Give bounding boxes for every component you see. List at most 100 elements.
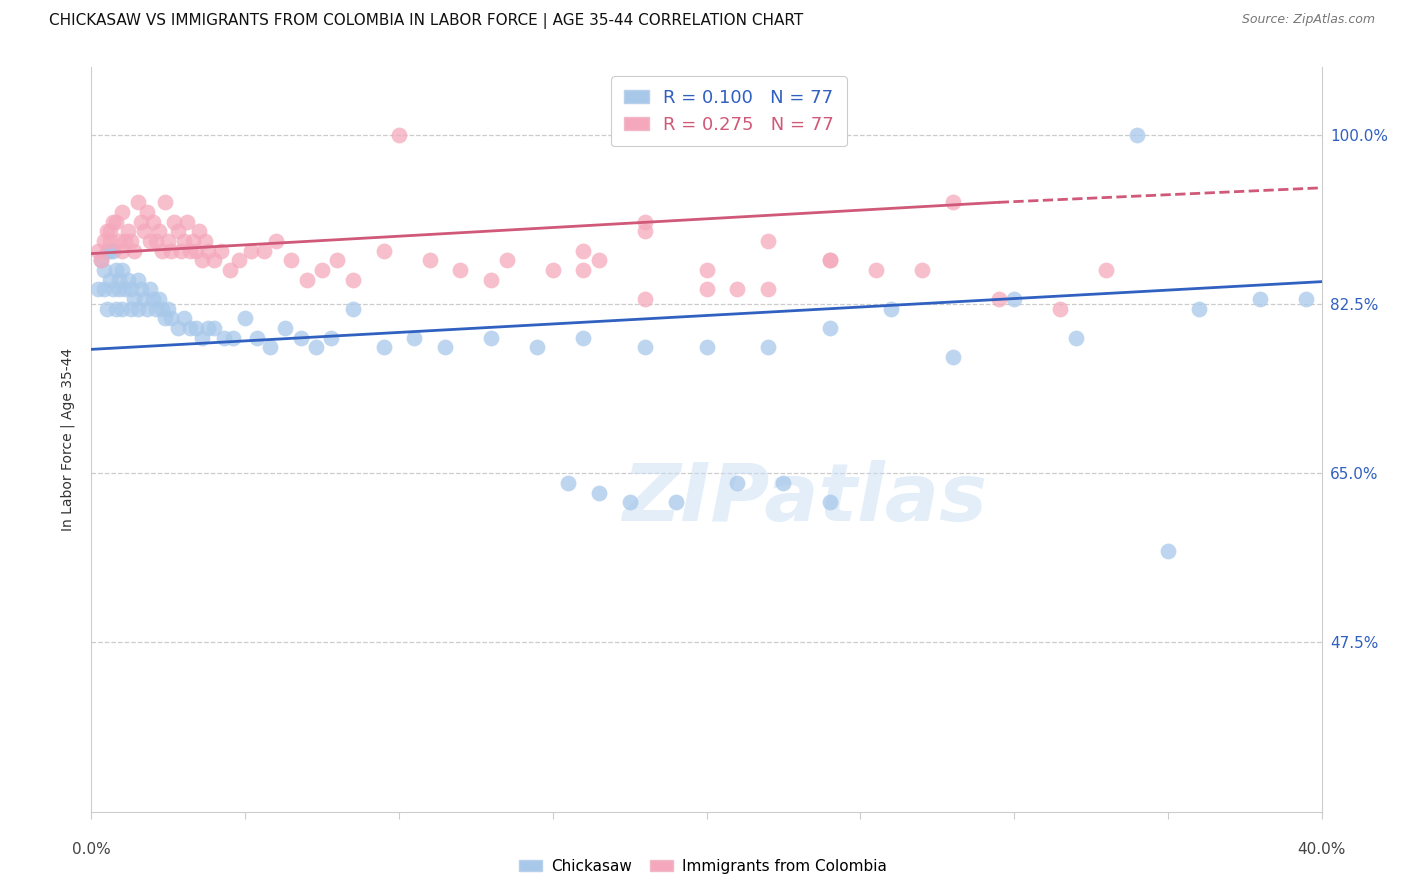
Point: [1126, 128, 1149, 142]
Point: [772, 475, 794, 490]
Point: [194, 234, 217, 248]
Point: [127, 195, 149, 210]
Point: [202, 321, 225, 335]
Point: [93, 282, 115, 296]
Point: [129, 282, 152, 296]
Point: [108, 234, 131, 248]
Point: [326, 253, 349, 268]
Point: [166, 321, 188, 335]
Text: ZIPatlas: ZIPatlas: [623, 460, 987, 538]
Point: [479, 331, 502, 345]
Point: [295, 273, 318, 287]
Point: [127, 273, 149, 287]
Point: [98, 224, 121, 238]
Point: [179, 321, 201, 335]
Point: [942, 350, 965, 364]
Point: [105, 215, 127, 229]
Point: [179, 244, 201, 258]
Point: [120, 234, 142, 248]
Point: [173, 311, 195, 326]
Point: [449, 263, 471, 277]
Point: [588, 253, 610, 268]
Point: [93, 234, 115, 248]
Point: [132, 292, 155, 306]
Point: [90, 253, 112, 268]
Point: [90, 253, 112, 268]
Point: [305, 340, 328, 354]
Point: [987, 292, 1010, 306]
Point: [280, 253, 302, 268]
Point: [191, 331, 214, 345]
Point: [696, 282, 718, 296]
Point: [696, 263, 718, 277]
Point: [117, 273, 139, 287]
Point: [557, 475, 579, 490]
Point: [96, 244, 118, 258]
Point: [142, 292, 165, 306]
Point: [264, 234, 287, 248]
Point: [124, 292, 146, 306]
Point: [818, 253, 841, 268]
Point: [274, 321, 297, 335]
Point: [145, 234, 167, 248]
Point: [98, 234, 121, 248]
Point: [228, 253, 250, 268]
Point: [696, 340, 718, 354]
Point: [105, 263, 127, 277]
Point: [526, 340, 548, 354]
Point: [541, 263, 564, 277]
Point: [111, 301, 134, 316]
Point: [246, 331, 269, 345]
Point: [209, 244, 232, 258]
Point: [479, 273, 502, 287]
Point: [495, 253, 517, 268]
Point: [184, 321, 207, 335]
Point: [153, 195, 177, 210]
Point: [259, 340, 281, 354]
Point: [101, 282, 124, 296]
Point: [108, 273, 131, 287]
Point: [120, 301, 142, 316]
Point: [634, 292, 657, 306]
Point: [1157, 543, 1180, 558]
Point: [129, 215, 152, 229]
Text: 40.0%: 40.0%: [1298, 842, 1346, 857]
Point: [148, 292, 170, 306]
Point: [1002, 292, 1025, 306]
Point: [117, 224, 139, 238]
Point: [135, 205, 157, 219]
Point: [1049, 301, 1071, 316]
Point: [388, 128, 411, 142]
Point: [169, 244, 191, 258]
Point: [218, 263, 240, 277]
Point: [153, 311, 177, 326]
Point: [181, 234, 204, 248]
Point: [865, 263, 887, 277]
Point: [1095, 263, 1118, 277]
Point: [756, 340, 779, 354]
Point: [191, 253, 214, 268]
Point: [173, 234, 195, 248]
Point: [139, 282, 162, 296]
Point: [911, 263, 934, 277]
Point: [142, 215, 165, 229]
Point: [197, 321, 219, 335]
Point: [342, 301, 364, 316]
Point: [311, 263, 333, 277]
Point: [222, 331, 245, 345]
Point: [202, 253, 225, 268]
Point: [342, 273, 364, 287]
Point: [166, 224, 188, 238]
Point: [572, 263, 595, 277]
Point: [1187, 301, 1209, 316]
Point: [818, 253, 841, 268]
Point: [212, 331, 235, 345]
Point: [150, 244, 173, 258]
Point: [240, 244, 263, 258]
Point: [98, 244, 121, 258]
Point: [163, 215, 186, 229]
Point: [101, 215, 124, 229]
Point: [665, 495, 688, 509]
Point: [1249, 292, 1271, 306]
Point: [572, 244, 595, 258]
